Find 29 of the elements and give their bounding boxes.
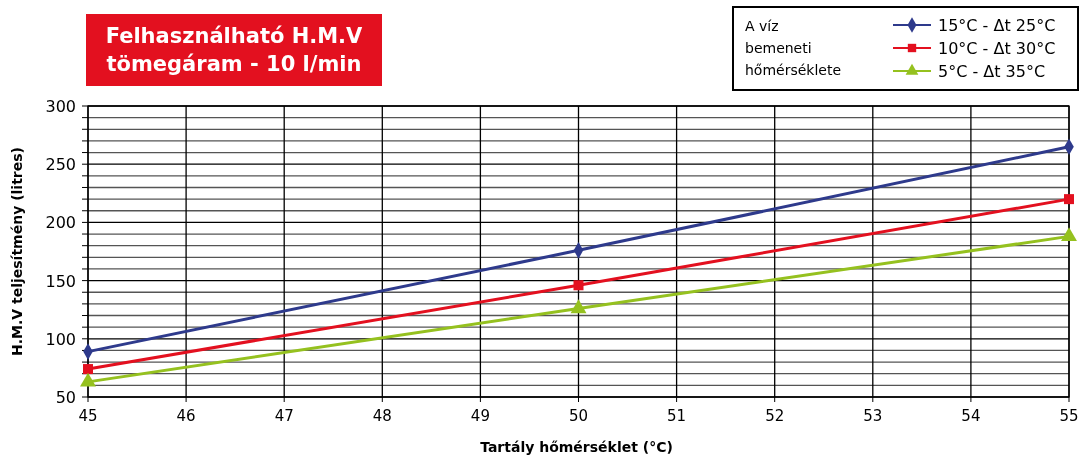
- y-tick-label: 300: [45, 97, 76, 116]
- chart-title: Felhasználható H.M.V tömegáram - 10 l/min: [105, 24, 364, 76]
- point: [573, 280, 584, 291]
- x-tick-label: 51: [667, 407, 687, 425]
- y-axis-title: H.M.V teljesítmény (litres): [9, 147, 25, 356]
- x-tick-label: 45: [78, 407, 98, 425]
- x-tick-label: 54: [961, 407, 981, 425]
- x-tick-label: 55: [1059, 407, 1079, 425]
- point: [83, 364, 93, 375]
- legend-label: 10°C - Δt 30°C: [938, 39, 1056, 58]
- legend-label: 15°C - Δt 25°C: [938, 16, 1056, 35]
- x-tick-label: 50: [568, 407, 589, 425]
- x-tick-label: 49: [470, 407, 490, 425]
- x-tick-label: 52: [765, 407, 785, 425]
- point: [80, 372, 96, 387]
- x-tick-label: 48: [372, 407, 392, 425]
- x-tick-label: 47: [274, 407, 294, 425]
- legend-label: 5°C - Δt 35°C: [938, 62, 1046, 81]
- point: [570, 299, 587, 314]
- y-tick-label: 200: [45, 213, 76, 233]
- y-tick-label: 150: [45, 271, 76, 291]
- legend-title: A víz bemeneti hőmérséklete: [745, 18, 842, 78]
- x-axis-title: Tartály hőmérséklet (°C): [480, 439, 673, 455]
- y-tick-label: 100: [45, 329, 76, 349]
- y-tick-label: 50: [55, 388, 76, 407]
- x-tick-label: 46: [176, 407, 196, 425]
- y-tick-label: 250: [45, 155, 76, 175]
- x-tick-label: 53: [863, 407, 883, 425]
- point: [1064, 194, 1074, 205]
